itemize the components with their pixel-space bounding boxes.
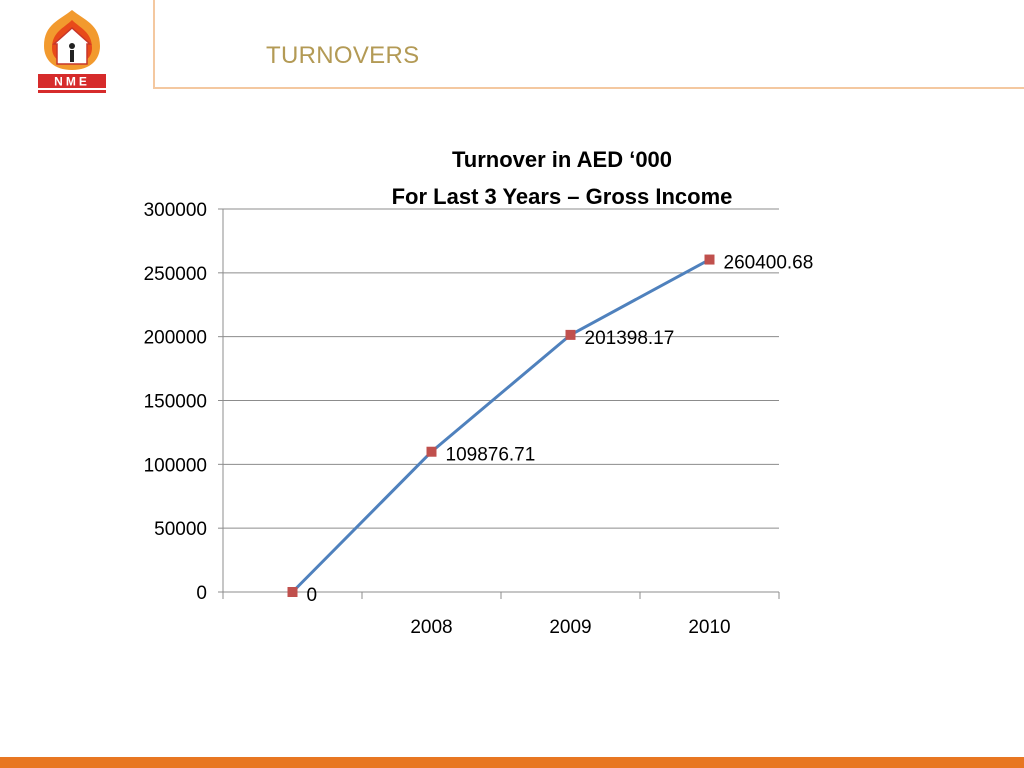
- data-point-marker: [426, 446, 437, 457]
- x-tick-label: 2009: [549, 617, 591, 638]
- data-label: 260400.68: [724, 253, 814, 274]
- data-point-marker: [287, 587, 298, 597]
- svg-text:NME: NME: [54, 75, 90, 89]
- series-line: [291, 258, 711, 594]
- y-tick-label: 300000: [144, 200, 207, 221]
- y-tick-label: 100000: [144, 455, 207, 476]
- data-point-marker: [704, 254, 715, 265]
- x-tick-label: 2010: [688, 617, 730, 638]
- y-tick-label: 50000: [154, 519, 207, 540]
- data-label: 0: [307, 585, 318, 606]
- y-tick-label: 0: [196, 583, 207, 604]
- header-divider-vertical: [153, 0, 155, 88]
- turnover-line-chart: Turnover in AED ‘000 For Last 3 Years – …: [144, 147, 814, 638]
- data-point-marker: [565, 329, 576, 340]
- y-tick-label: 200000: [144, 328, 207, 349]
- x-tick-label: 2008: [410, 617, 452, 638]
- footer-accent-bar: [0, 757, 1024, 768]
- chart-title: Turnover in AED ‘000: [452, 147, 672, 172]
- company-logo: NME: [38, 10, 106, 93]
- y-tick-label: 150000: [144, 392, 207, 413]
- data-label: 201398.17: [585, 328, 675, 349]
- header-divider-horizontal: [153, 87, 1024, 89]
- y-tick-label: 250000: [144, 264, 207, 285]
- chart-subtitle: For Last 3 Years – Gross Income: [392, 184, 733, 209]
- slide-title: TURNOVERS: [266, 42, 420, 69]
- data-label: 109876.71: [446, 445, 536, 466]
